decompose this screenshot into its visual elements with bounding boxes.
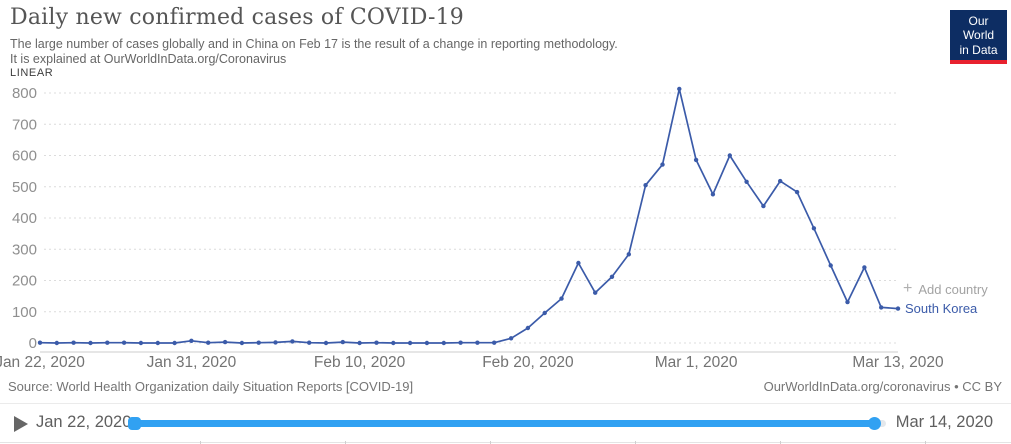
data-point[interactable] — [895, 306, 901, 311]
linear-scale-toggle[interactable]: LINEAR — [10, 67, 54, 79]
data-point[interactable] — [710, 192, 716, 197]
data-point[interactable] — [206, 340, 211, 345]
y-axis-tick-label: 100 — [12, 304, 37, 321]
data-point[interactable] — [407, 340, 413, 346]
attribution-link[interactable]: OurWorldInData.org/coronavirus • CC BY — [763, 379, 1002, 394]
data-point[interactable] — [357, 340, 362, 346]
data-point[interactable] — [862, 265, 867, 270]
source-note: Source: World Health Organization daily … — [8, 379, 414, 394]
data-point[interactable] — [391, 340, 396, 346]
data-point[interactable] — [441, 340, 446, 346]
data-point[interactable] — [811, 226, 817, 231]
data-point[interactable] — [609, 274, 615, 279]
data-point[interactable] — [475, 340, 480, 345]
line-chart[interactable]: 0 100 200 300 400 500 600 700 800 Jan 22, 2020 Jan… — [0, 80, 1011, 380]
data-point[interactable] — [744, 179, 749, 184]
x-axis-tick-label: Mar 1, 2020 — [655, 354, 738, 371]
timeline-handle-end[interactable] — [868, 417, 881, 430]
data-point[interactable] — [290, 339, 295, 344]
data-point[interactable] — [88, 340, 93, 346]
data-point[interactable] — [222, 339, 228, 345]
page-title: Daily new confirmed cases of COVID-19 — [10, 5, 464, 30]
data-point[interactable] — [71, 340, 76, 345]
data-point[interactable] — [879, 305, 884, 310]
data-point[interactable] — [37, 340, 43, 345]
data-point[interactable] — [323, 340, 329, 346]
timeline-start-label: Jan 22, 2020 — [36, 413, 132, 431]
x-axis-tick-label: Jan 31, 2020 — [147, 354, 237, 371]
bottom-tick-marks — [56, 441, 1011, 444]
x-axis-tick-label: Jan 22, 2020 — [0, 354, 85, 371]
y-axis-tick-label: 500 — [12, 179, 37, 196]
add-country-button[interactable]: + Add country — [903, 281, 988, 297]
x-axis-tick-label: Mar 13, 2020 — [852, 354, 944, 371]
data-point[interactable] — [340, 339, 345, 345]
y-axis-tick-label: 300 — [12, 241, 37, 258]
data-point[interactable] — [660, 162, 665, 167]
timeline-slider-fill[interactable] — [128, 420, 876, 427]
data-point[interactable] — [794, 189, 800, 195]
data-point[interactable] — [727, 153, 732, 158]
timeline-end-label: Mar 14, 2020 — [895, 413, 993, 431]
data-point[interactable] — [105, 340, 110, 345]
data-point[interactable] — [626, 252, 631, 257]
owid-logo[interactable]: Our World in Data — [950, 10, 1007, 65]
data-point[interactable] — [307, 340, 312, 345]
timeline-bar: Jan 22, 2020 Mar 14, 2020 — [0, 403, 1011, 442]
data-point[interactable] — [424, 340, 430, 346]
data-point[interactable] — [845, 299, 850, 305]
x-axis-tick-label: Feb 20, 2020 — [482, 354, 574, 371]
data-point[interactable] — [761, 203, 766, 209]
data-point[interactable] — [492, 340, 497, 345]
data-point[interactable] — [138, 340, 144, 346]
data-point[interactable] — [273, 340, 278, 345]
data-point[interactable] — [189, 338, 194, 343]
data-point[interactable] — [593, 290, 598, 295]
data-point[interactable] — [172, 340, 177, 346]
data-point[interactable] — [525, 325, 531, 331]
timeline-handle-start[interactable] — [128, 417, 141, 430]
timeline-slider[interactable] — [128, 417, 886, 430]
data-point[interactable] — [542, 310, 547, 316]
chart-subtitle-line1: The large number of cases globally and i… — [10, 37, 618, 51]
owid-logo-line1: Our World — [962, 14, 995, 43]
y-axis-tick-label: 200 — [12, 273, 37, 290]
data-point[interactable] — [576, 260, 581, 266]
data-point[interactable] — [121, 340, 127, 345]
data-point[interactable] — [693, 157, 699, 163]
x-axis-tick-label: Feb 10, 2020 — [314, 354, 406, 371]
chart-subtitle: The large number of cases globally and i… — [10, 37, 618, 68]
y-axis-tick-label: 0 — [29, 335, 37, 352]
add-country-label: Add country — [918, 281, 988, 297]
data-point[interactable] — [559, 296, 564, 301]
chart-subtitle-line2: It is explained at OurWorldInData.org/Co… — [10, 52, 287, 67]
data-point[interactable] — [828, 263, 833, 268]
data-point[interactable] — [155, 340, 160, 346]
data-point[interactable] — [458, 340, 463, 345]
chart-footer: Source: World Health Organization daily … — [0, 374, 1011, 400]
data-point[interactable] — [256, 340, 261, 345]
y-axis-tick-label: 800 — [12, 85, 37, 102]
y-axis-tick-label: 600 — [12, 148, 37, 165]
data-point[interactable] — [374, 340, 379, 345]
y-axis-tick-label: 700 — [12, 116, 37, 133]
data-point[interactable] — [778, 178, 783, 184]
data-point[interactable] — [508, 336, 514, 341]
data-point[interactable] — [54, 340, 59, 346]
plus-icon: + — [903, 280, 913, 297]
series-label[interactable]: South Korea — [905, 301, 978, 316]
data-point[interactable] — [239, 340, 245, 346]
data-point[interactable] — [643, 183, 648, 188]
owid-logo-line2: in Data — [959, 42, 998, 57]
data-line[interactable] — [39, 88, 899, 344]
data-point[interactable] — [677, 86, 682, 92]
play-button[interactable] — [14, 416, 28, 432]
y-axis-tick-label: 400 — [12, 210, 37, 227]
